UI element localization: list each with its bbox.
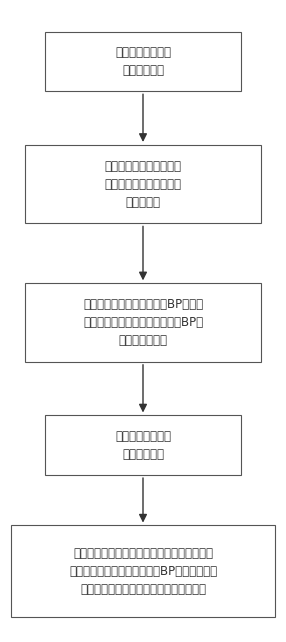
FancyBboxPatch shape — [11, 525, 275, 617]
FancyBboxPatch shape — [45, 415, 241, 475]
FancyBboxPatch shape — [25, 283, 261, 362]
Text: 利用训练样本土壤数据的稀疏字典构造测试样
本的特征向量，利用训练好的BP神经网络分类
模型完成对测试样本土壤成分的分类预测: 利用训练样本土壤数据的稀疏字典构造测试样 本的特征向量，利用训练好的BP神经网络… — [69, 546, 217, 596]
FancyBboxPatch shape — [25, 145, 261, 223]
Text: 测试样本土壤集的
获取和预处理: 测试样本土壤集的 获取和预处理 — [115, 429, 171, 461]
Text: 构造训练样本土壤数据的
稀疏字典并获取训练样本
的特征向量: 构造训练样本土壤数据的 稀疏字典并获取训练样本 的特征向量 — [104, 160, 182, 209]
Text: 将训练样本的特征向量作为BP神经网
络的输入，训练网络参数，构建BP神
经网络分类模型: 将训练样本的特征向量作为BP神经网 络的输入，训练网络参数，构建BP神 经网络分… — [83, 298, 203, 347]
FancyBboxPatch shape — [45, 31, 241, 91]
Text: 训练样本土壤集的
获取和预处理: 训练样本土壤集的 获取和预处理 — [115, 46, 171, 77]
